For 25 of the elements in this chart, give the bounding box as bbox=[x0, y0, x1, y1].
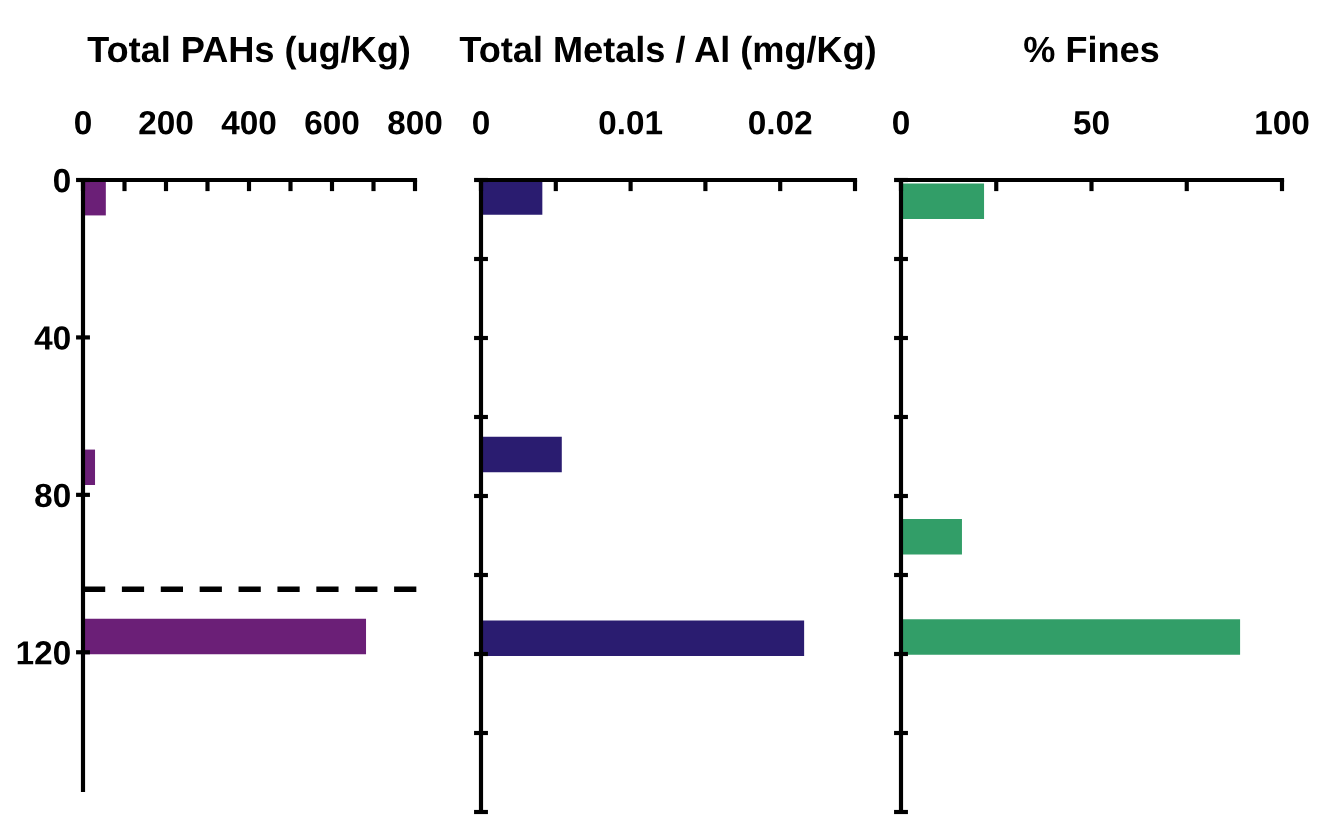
bar bbox=[481, 436, 562, 473]
y-tick-label: 0 bbox=[53, 168, 70, 193]
chart-title: Total PAHs (ug/Kg) bbox=[87, 35, 410, 70]
x-tick-label: 50 bbox=[1073, 110, 1109, 135]
x-tick-label: 0 bbox=[893, 110, 909, 135]
x-tick-label: 400 bbox=[221, 110, 276, 135]
bar bbox=[901, 183, 985, 220]
x-tick-label: 0 bbox=[75, 110, 91, 135]
x-tick-label: 0.01 bbox=[599, 110, 663, 135]
x-tick-label: 800 bbox=[388, 110, 442, 135]
x-tick-label: 200 bbox=[139, 110, 193, 135]
y-tick-label: 40 bbox=[34, 326, 70, 350]
bar bbox=[481, 180, 543, 215]
bar bbox=[901, 619, 1241, 655]
x-tick-label: 600 bbox=[305, 110, 359, 135]
x-tick-label: 0 bbox=[473, 110, 489, 135]
x-tick-label: 100 bbox=[1256, 110, 1309, 135]
bar bbox=[83, 618, 367, 655]
y-tick-label: 80 bbox=[35, 483, 70, 508]
bar bbox=[901, 518, 962, 555]
bar bbox=[481, 620, 805, 656]
x-tick-label: 0.02 bbox=[749, 110, 812, 135]
chart-title: % Fines bbox=[1024, 35, 1159, 63]
chart-title: Total Metals / Al (mg/Kg) bbox=[459, 35, 875, 70]
y-tick-label: 120 bbox=[17, 641, 70, 665]
